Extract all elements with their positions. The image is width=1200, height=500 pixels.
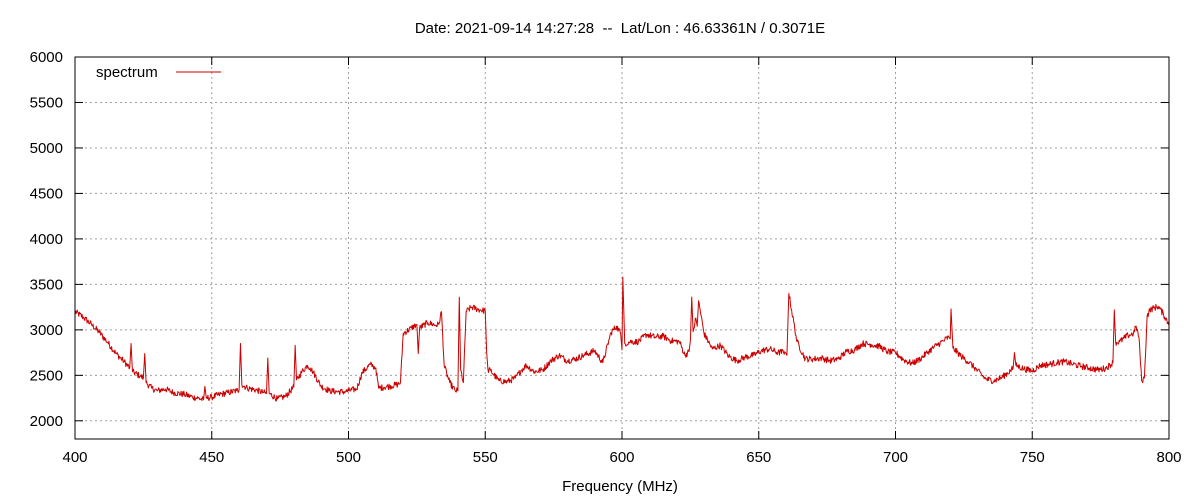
legend-label-spectrum: spectrum: [96, 64, 158, 81]
x-axis-label: Frequency (MHz): [562, 478, 678, 495]
y-tick-label: 5000: [30, 140, 63, 157]
y-tick-label: 3500: [30, 276, 63, 293]
y-tick-label: 2500: [30, 367, 63, 384]
x-tick-label: 400: [62, 449, 87, 466]
y-tick-label: 6000: [30, 49, 63, 66]
series-layer: [74, 276, 1170, 402]
y-tick-label: 2000: [30, 413, 63, 430]
y-tick-label: 3000: [30, 322, 63, 339]
y-tick-label: 4000: [30, 231, 63, 248]
x-tick-label: 450: [199, 449, 224, 466]
x-tick-label: 700: [883, 449, 908, 466]
x-tick-label: 800: [1156, 449, 1181, 466]
x-tick-label: 600: [609, 449, 634, 466]
y-tick-label: 4500: [30, 185, 63, 202]
x-tick-label: 750: [1020, 449, 1045, 466]
x-tick-label: 650: [746, 449, 771, 466]
grid-lines: [75, 57, 1169, 439]
chart-title: Date: 2021-09-14 14:27:28 -- Lat/Lon : 4…: [415, 20, 825, 37]
plot-frame: [74, 56, 1170, 440]
legend: spectrum: [96, 64, 221, 81]
x-tick-label: 500: [336, 449, 361, 466]
x-tick-label: 550: [473, 449, 498, 466]
y-tick-label: 5500: [30, 94, 63, 111]
series-line-spectrum: [74, 276, 1170, 402]
tick-labels: 400 450 500 550 600 650 700 750 800 2000 2500 3000 3…: [30, 49, 1182, 466]
